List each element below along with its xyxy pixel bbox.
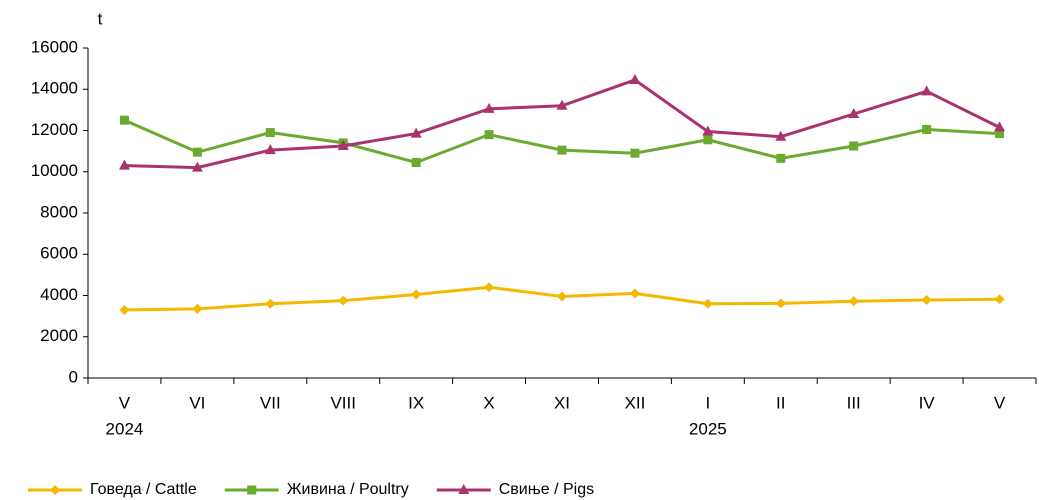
data-point [337, 139, 349, 150]
y-tick-label: 12000 [31, 120, 78, 139]
legend-label: Говеда / Cattle [90, 481, 197, 498]
data-point [411, 289, 422, 300]
data-point [848, 108, 860, 118]
x-tick-label: VIII [330, 393, 356, 412]
data-point [192, 303, 203, 314]
data-point [921, 85, 933, 96]
x-tick-label: II [776, 393, 785, 412]
data-point [776, 153, 786, 163]
x-tick-label: XI [554, 393, 570, 412]
y-tick-label: 14000 [31, 79, 78, 98]
y-tick-label: 16000 [31, 37, 78, 56]
data-point [484, 282, 495, 293]
data-point [264, 144, 276, 155]
x-tick-label: III [847, 393, 861, 412]
legend-label: Живина / Poultry [287, 481, 409, 498]
year-label: 2024 [106, 419, 144, 438]
data-point [849, 141, 859, 151]
data-point [775, 130, 787, 141]
data-point [702, 125, 714, 136]
data-point [557, 145, 567, 155]
x-tick-label: IV [919, 393, 936, 412]
data-point [994, 121, 1006, 132]
data-point [119, 115, 129, 125]
data-point [994, 294, 1005, 305]
x-tick-label: X [483, 393, 494, 412]
y-tick-label: 6000 [40, 244, 78, 263]
data-point [703, 135, 713, 145]
data-point [629, 288, 640, 299]
year-label: 2025 [689, 419, 727, 438]
data-point [411, 157, 421, 167]
data-point [922, 124, 932, 134]
y-tick-label: 4000 [40, 285, 78, 304]
y-axis-unit: t [98, 9, 103, 28]
y-tick-label: 8000 [40, 202, 78, 221]
x-tick-label: VI [189, 393, 205, 412]
legend-marker [247, 485, 257, 495]
y-tick-label: 2000 [40, 326, 78, 345]
data-point [556, 99, 568, 110]
data-point [119, 304, 130, 315]
legend-marker [50, 485, 60, 495]
x-tick-label: V [119, 393, 131, 412]
data-point [557, 291, 567, 302]
legend-marker [458, 484, 470, 494]
data-point [702, 298, 713, 309]
data-point [775, 298, 786, 309]
data-point [483, 102, 495, 113]
data-point [921, 295, 932, 306]
series-line [123, 118, 1000, 165]
y-tick-label: 0 [69, 367, 78, 386]
data-point [192, 147, 202, 157]
data-point [630, 148, 640, 158]
x-tick-label: V [994, 393, 1006, 412]
x-tick-label: XII [625, 393, 646, 412]
data-point [995, 129, 1005, 139]
data-point [410, 127, 422, 138]
x-tick-label: IX [408, 393, 424, 412]
data-point [338, 295, 349, 306]
legend-label: Свиње / Pigs [499, 481, 594, 498]
data-point [484, 130, 494, 140]
data-point [265, 298, 276, 309]
x-tick-label: VII [260, 393, 281, 412]
data-point [848, 296, 859, 307]
y-tick-label: 10000 [31, 161, 78, 180]
data-point [118, 159, 130, 170]
data-point [629, 73, 641, 84]
x-tick-label: I [705, 393, 710, 412]
data-point [265, 128, 275, 138]
data-point [191, 161, 203, 172]
